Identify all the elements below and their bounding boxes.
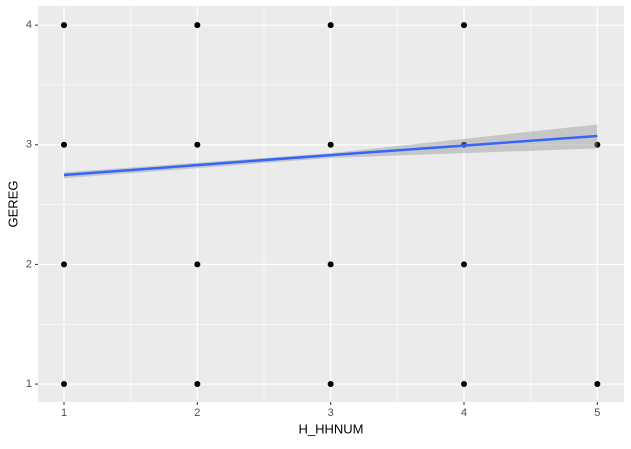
x-axis-title: H_HHNUM: [299, 421, 364, 436]
point: [594, 141, 601, 148]
point: [61, 381, 67, 388]
point: [327, 22, 334, 29]
point: [194, 381, 201, 388]
point: [194, 261, 201, 268]
y-axis-title: GEREG: [5, 181, 20, 228]
x-tick-label: 5: [594, 407, 600, 419]
point: [461, 22, 467, 29]
point: [594, 381, 601, 388]
x-tick-label: 3: [328, 407, 334, 419]
point: [194, 22, 201, 29]
point: [327, 141, 334, 148]
point: [61, 261, 67, 268]
x-tick-label: 1: [61, 407, 67, 419]
smooth-line: [63, 134, 598, 177]
point: [61, 22, 67, 29]
point: [61, 141, 67, 148]
x-tick-label: 4: [461, 407, 467, 419]
point: [327, 261, 334, 268]
point: [194, 141, 201, 148]
y-tick-label: 4: [26, 19, 32, 31]
y-tick-label: 3: [26, 139, 32, 151]
x-tick-label: 2: [194, 407, 200, 419]
point: [461, 381, 467, 388]
point: [461, 261, 467, 268]
point: [327, 381, 334, 388]
y-tick-label: 1: [26, 378, 32, 390]
y-tick-label: 2: [26, 258, 32, 270]
